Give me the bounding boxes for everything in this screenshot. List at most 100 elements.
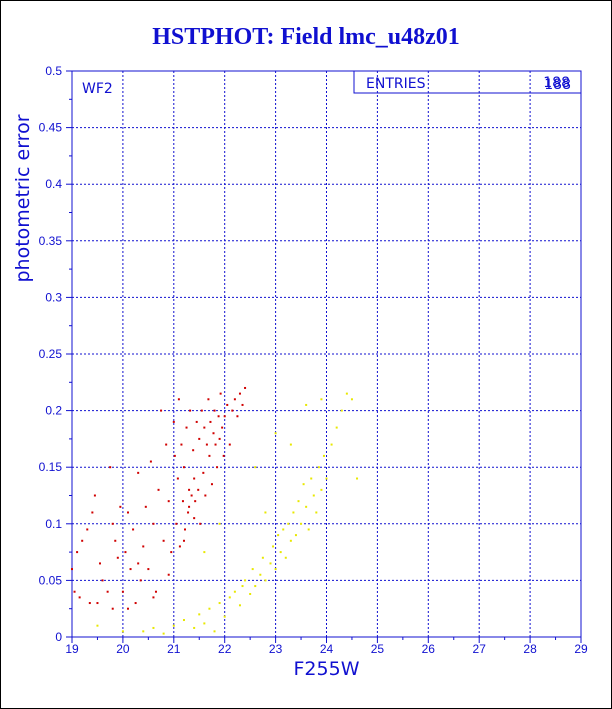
data-point	[88, 602, 91, 605]
data-point	[236, 415, 239, 418]
data-point	[121, 590, 124, 593]
data-point	[203, 551, 206, 554]
x-axis-label: F255W	[294, 658, 360, 680]
data-point	[73, 590, 76, 593]
data-point	[277, 534, 280, 537]
data-point	[180, 443, 183, 446]
data-point	[204, 494, 207, 497]
data-point	[134, 602, 137, 605]
stats-entries-value-2: 188	[544, 77, 571, 93]
data-point	[279, 551, 282, 554]
data-point	[325, 477, 328, 480]
data-point	[187, 511, 190, 514]
data-point	[93, 494, 96, 497]
data-point	[218, 437, 221, 440]
data-point	[209, 420, 212, 423]
data-point	[259, 573, 262, 576]
data-point	[162, 539, 165, 542]
data-point	[198, 437, 201, 440]
data-point	[181, 500, 184, 503]
data-point	[289, 539, 292, 542]
y-tick-label: 0.4	[45, 177, 62, 191]
stats-entries-label: ENTRIES	[366, 76, 426, 92]
data-point	[310, 477, 313, 480]
tick-marks	[66, 70, 582, 643]
data-point	[297, 500, 300, 503]
x-tick-label: 20	[116, 642, 130, 656]
stats-entries-value-1: 188	[543, 75, 570, 91]
data-point	[315, 511, 318, 514]
data-point	[317, 466, 320, 469]
x-tick-label: 25	[371, 642, 385, 656]
data-point	[195, 420, 198, 423]
data-point	[172, 420, 175, 423]
data-point	[111, 607, 114, 610]
data-point	[170, 551, 173, 554]
x-tick-label: 21	[167, 642, 181, 656]
data-point	[254, 585, 257, 588]
panel-label: WF2	[82, 81, 113, 97]
data-point	[208, 607, 211, 610]
data-point	[149, 460, 152, 463]
data-point	[231, 409, 234, 412]
data-point	[223, 615, 226, 618]
data-point	[244, 386, 247, 389]
data-point	[109, 466, 112, 469]
data-point	[264, 511, 267, 514]
data-point	[167, 573, 170, 576]
data-point	[320, 398, 323, 401]
data-point	[322, 454, 325, 457]
data-point	[307, 528, 310, 531]
data-point	[261, 556, 264, 559]
data-point	[212, 432, 215, 435]
data-point	[126, 511, 129, 514]
data-point	[101, 579, 104, 582]
data-point	[244, 579, 247, 582]
data-point	[86, 528, 89, 531]
data-point	[249, 592, 252, 595]
data-point	[165, 443, 168, 446]
data-point	[182, 539, 185, 542]
data-point	[76, 551, 79, 554]
y-tick-label: 0.45	[39, 121, 63, 135]
data-point	[302, 483, 305, 486]
data-point	[152, 522, 155, 525]
data-point	[176, 477, 179, 480]
data-point	[190, 494, 193, 497]
data-point	[137, 562, 140, 565]
data-point	[114, 539, 117, 542]
data-point	[189, 409, 192, 412]
data-point	[350, 398, 353, 401]
data-point	[172, 624, 175, 627]
data-point	[154, 590, 157, 593]
data-point	[96, 624, 99, 627]
data-point	[274, 568, 277, 571]
data-point	[121, 630, 124, 633]
data-point	[183, 528, 186, 531]
y-tick-label: 0.5	[45, 64, 62, 78]
data-point	[198, 613, 201, 616]
data-point	[91, 511, 94, 514]
x-tick-label: 28	[523, 642, 537, 656]
data-point	[139, 579, 142, 582]
data-point	[203, 426, 206, 429]
x-tick-label: 19	[65, 642, 79, 656]
data-point	[203, 622, 206, 625]
data-point	[78, 596, 81, 599]
data-point	[274, 432, 277, 435]
data-point	[71, 568, 73, 571]
data-point	[233, 398, 236, 401]
data-point	[81, 539, 84, 542]
data-point	[238, 604, 241, 607]
data-point	[119, 505, 122, 508]
tick-labels: 19 20 21 22 23 24 25 26 27 28 29 0 0.05 0.1 0.15 0.2 0.2…	[39, 64, 588, 656]
data-point	[213, 409, 216, 412]
data-point	[214, 443, 217, 446]
y-tick-label: 0.15	[39, 460, 63, 474]
data-point	[208, 454, 211, 457]
data-point	[116, 556, 119, 559]
data-point	[192, 449, 195, 452]
data-point	[194, 500, 197, 503]
data-point	[205, 443, 208, 446]
